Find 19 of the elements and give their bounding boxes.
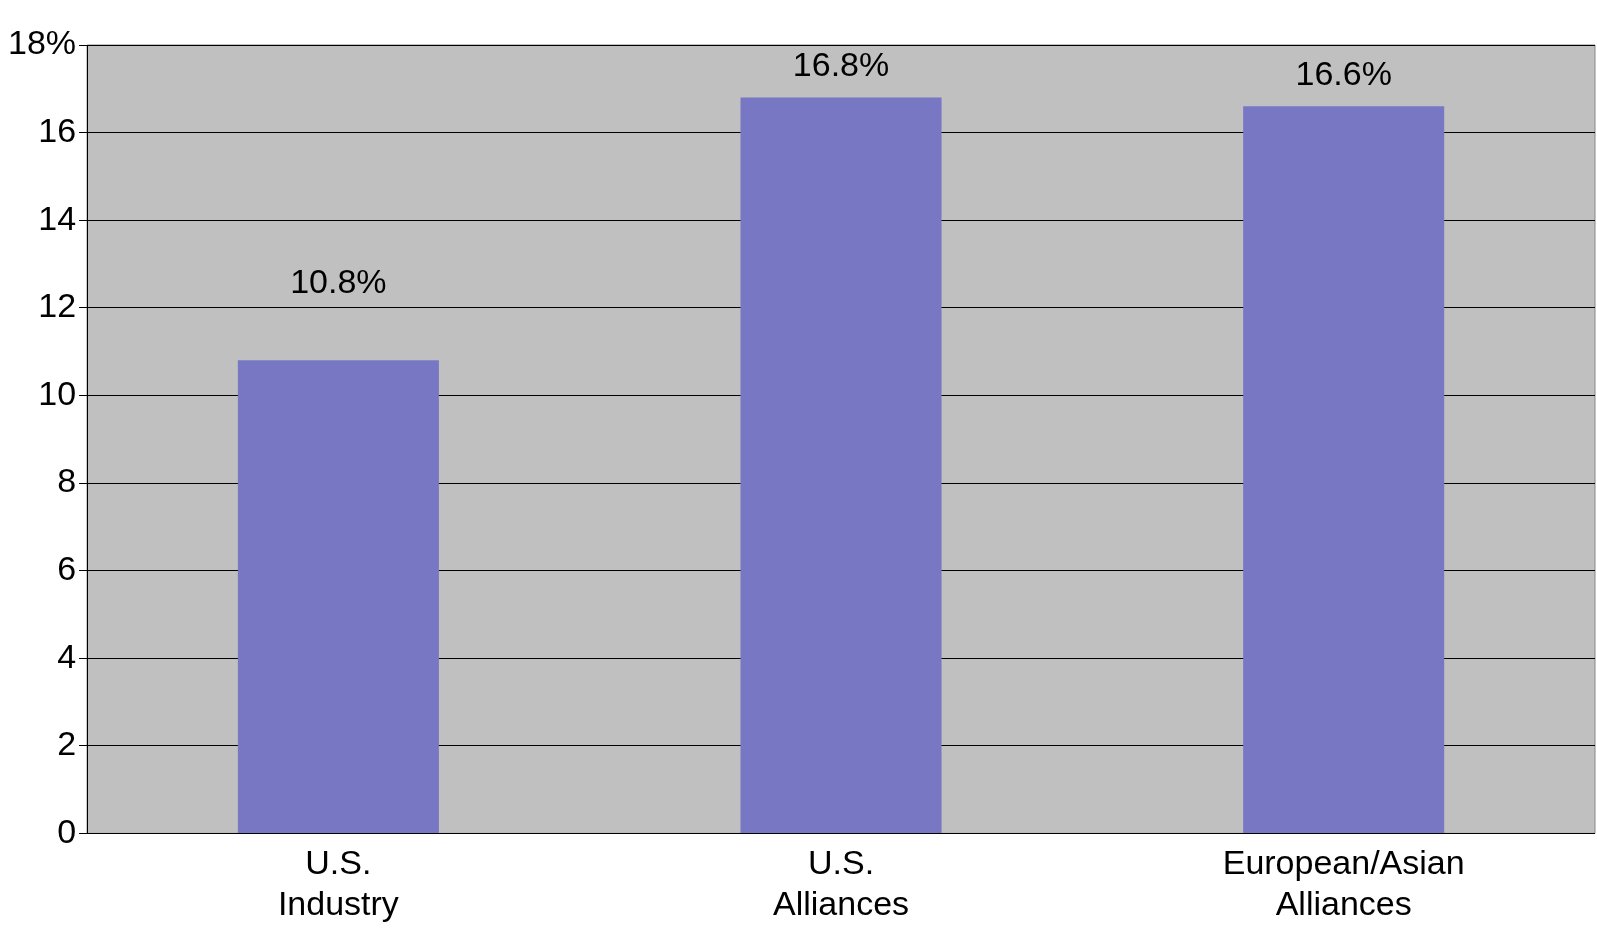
y-tick-label: 4 bbox=[57, 636, 77, 675]
y-tick-label: 10 bbox=[38, 373, 77, 412]
y-tick-label: 8 bbox=[57, 461, 77, 500]
x-tick-label: European/Asian Alliances bbox=[1222, 843, 1465, 922]
x-tick-label: U.S. Industry bbox=[277, 843, 399, 922]
y-tick-label: 18% bbox=[7, 23, 77, 62]
data-label: 16.8% bbox=[792, 44, 890, 83]
data-label: 10.8% bbox=[290, 261, 387, 300]
y-tick-label: 6 bbox=[57, 548, 77, 587]
y-tick-label: 16 bbox=[38, 110, 77, 149]
data-label: 16.6% bbox=[1295, 53, 1392, 92]
y-tick-label: 0 bbox=[57, 811, 77, 850]
bar bbox=[1243, 106, 1445, 833]
x-tick-label: U.S. Alliances bbox=[772, 843, 910, 922]
bar bbox=[237, 360, 439, 833]
y-tick-label: 12 bbox=[38, 286, 77, 325]
y-tick-label: 2 bbox=[57, 724, 77, 763]
y-tick-label: 14 bbox=[38, 198, 77, 237]
bar bbox=[740, 97, 942, 833]
